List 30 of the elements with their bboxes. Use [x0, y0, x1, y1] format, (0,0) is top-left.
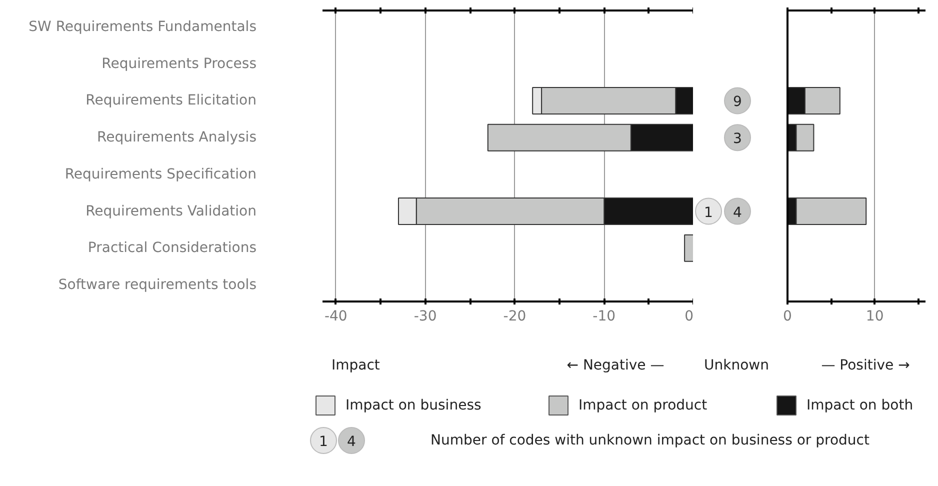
text: 9 — [733, 94, 742, 110]
x-tick-label: -20 — [503, 308, 526, 324]
text: Impact — [332, 358, 380, 374]
text: 3 — [733, 131, 742, 148]
text: 4 — [733, 204, 742, 221]
legend-label: Impact on business — [346, 398, 482, 414]
text: 1 — [704, 204, 713, 221]
y-tick-label: Requirements Analysis — [97, 130, 257, 146]
text: ← Negative — — [566, 358, 664, 374]
y-tick-label: Requirements Validation — [86, 203, 257, 220]
y-tick-label: Requirements Process — [102, 56, 256, 72]
legend-label: Impact on both — [806, 398, 914, 414]
y-tick-label: Practical Considerations — [88, 240, 257, 256]
x-tick-label: -10 — [592, 308, 616, 324]
x-tick-label: 10 — [866, 308, 884, 324]
x-tick-label: -30 — [414, 308, 437, 324]
y-tick-label: Requirements Specification — [64, 166, 257, 182]
legend-label: Impact on product — [578, 398, 708, 414]
y-tick-label: Requirements Elicitation — [86, 92, 257, 109]
bar — [684, 234, 693, 262]
text: — Positive → — [821, 358, 910, 374]
text: Number of codes with unknown impact on business or product — [430, 432, 870, 448]
y-tick-label: SW Requirements Fundamentals — [28, 19, 257, 36]
x-tick-label: 0 — [684, 308, 694, 324]
y-tick-label: Software requirements tools — [58, 276, 257, 293]
text: 4 — [347, 434, 356, 450]
text: Unknown — [704, 358, 770, 374]
x-tick-label: -40 — [324, 308, 348, 324]
text: 1 — [319, 434, 328, 450]
x-tick-label: 0 — [783, 308, 792, 324]
